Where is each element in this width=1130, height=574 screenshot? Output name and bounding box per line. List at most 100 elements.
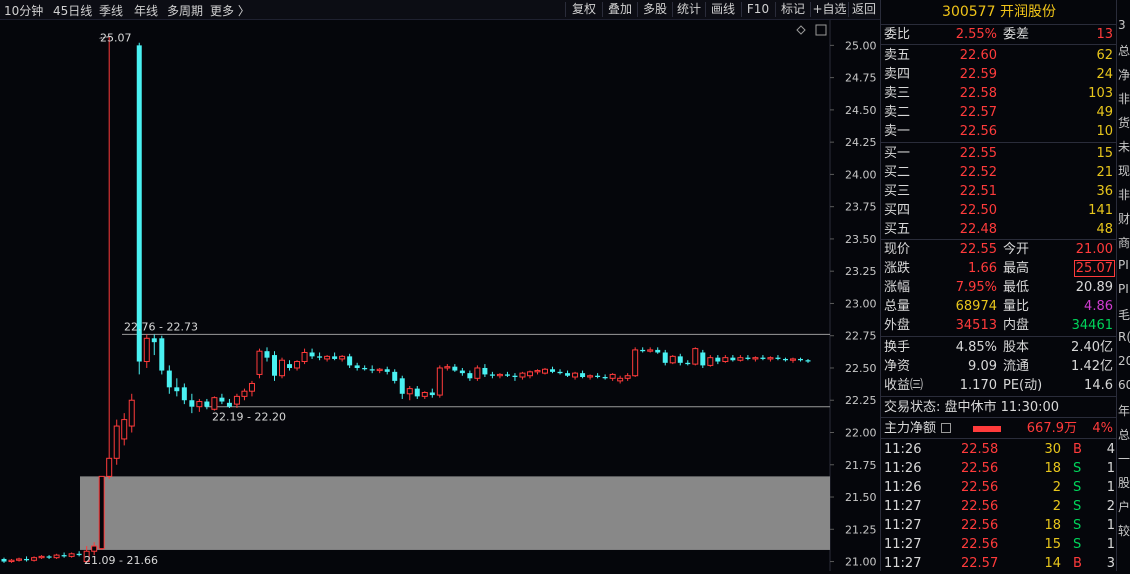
ask-label: 卖三 xyxy=(884,86,911,101)
tick-price: 22.56 xyxy=(961,499,999,514)
candle-up xyxy=(31,557,38,561)
clipped-text: 年 xyxy=(1118,404,1130,418)
candle-down xyxy=(384,369,390,372)
f10-button[interactable]: F10 xyxy=(746,2,770,16)
main-flow-bar xyxy=(973,426,1001,432)
turnover-label: 换手 xyxy=(884,340,911,355)
candle-up xyxy=(692,348,699,365)
stock-title[interactable]: 300577 开润股份 xyxy=(881,0,1117,25)
period-year[interactable]: 年线 xyxy=(134,4,159,18)
tick-side: S xyxy=(1073,499,1082,514)
statistics-button[interactable]: 统计 xyxy=(676,2,701,16)
bid-volume: 21 xyxy=(1096,165,1113,180)
candle-down xyxy=(189,400,195,407)
mark-button[interactable]: 标记 xyxy=(780,2,805,16)
candlestick-chart[interactable]: 25.00 24.75 24.50 24.25 24.00 23.75 23.50 23.25… xyxy=(0,20,880,571)
main-flow-row[interactable]: 主力净额 667.9万 4% xyxy=(881,419,1117,438)
tick-row: 11:27 22.56 15 S 1 xyxy=(881,535,1117,554)
chart-canvas[interactable]: 25.00 24.75 24.50 24.25 24.00 23.75 23.50 23.25… xyxy=(0,20,880,571)
period-45day[interactable]: 45日线 xyxy=(53,4,93,18)
candle-down xyxy=(347,356,353,366)
back-button[interactable]: 返回 xyxy=(851,2,876,16)
candle-down xyxy=(136,45,142,362)
candles xyxy=(1,36,811,563)
period-more[interactable]: 更多 〉 xyxy=(210,4,250,18)
candle-down xyxy=(399,378,405,394)
draw-line-button[interactable]: 画线 xyxy=(710,2,735,16)
bid-label: 买三 xyxy=(884,184,911,199)
candle-up xyxy=(647,349,654,352)
y-tick-label: 22.75 xyxy=(845,330,877,343)
overlay-button[interactable]: 叠加 xyxy=(607,2,632,16)
period-quarter[interactable]: 季线 xyxy=(99,4,124,18)
y-tick-label: 23.75 xyxy=(845,201,877,214)
clipped-text: 股 xyxy=(1118,476,1130,490)
capital-value: 2.40亿 xyxy=(1071,340,1113,355)
candle-up xyxy=(294,361,301,369)
candle-down xyxy=(797,358,803,361)
diamond-icon[interactable] xyxy=(796,25,806,35)
ask-row[interactable]: 卖五 22.60 62 xyxy=(881,46,1117,65)
tick-price: 22.57 xyxy=(961,556,999,571)
pe-value: 14.6 xyxy=(1084,378,1113,393)
ask-label: 卖五 xyxy=(884,48,911,63)
add-watchlist-button[interactable]: +自选 xyxy=(812,2,847,16)
clipped-text: 总 xyxy=(1118,44,1130,58)
change-label: 涨跌 xyxy=(884,261,911,276)
ask-label: 卖四 xyxy=(884,67,911,82)
clipped-text: 财 xyxy=(1118,212,1130,226)
multi-stock-button[interactable]: 多股 xyxy=(642,2,667,16)
bid-label: 买五 xyxy=(884,222,911,237)
period-multi[interactable]: 多周期 xyxy=(167,4,204,18)
clipped-text: 非 xyxy=(1118,188,1130,202)
restore-rights-button[interactable]: 复权 xyxy=(571,2,596,16)
bid-row[interactable]: 买五 22.48 48 xyxy=(881,220,1117,239)
change-pct-label: 涨幅 xyxy=(884,280,911,295)
list-icon[interactable] xyxy=(941,423,951,433)
candle-down xyxy=(580,373,586,378)
ask-row[interactable]: 卖三 22.58 103 xyxy=(881,84,1117,103)
candle-down xyxy=(181,387,187,401)
bid-volume: 48 xyxy=(1096,222,1113,237)
tick-count: 1 xyxy=(1106,537,1115,552)
change-value: 1.66 xyxy=(968,261,997,276)
candle-down xyxy=(512,375,518,378)
bid-row[interactable]: 买三 22.51 36 xyxy=(881,182,1117,201)
ask-row[interactable]: 卖四 22.59 24 xyxy=(881,65,1117,84)
candle-up xyxy=(128,399,135,427)
candle-down xyxy=(775,357,781,359)
y-tick-label: 22.00 xyxy=(845,427,877,440)
candle-up xyxy=(436,367,443,396)
candle-down xyxy=(760,357,766,359)
bid-row[interactable]: 买四 22.50 141 xyxy=(881,201,1117,220)
ask-row[interactable]: 卖二 22.57 49 xyxy=(881,103,1117,122)
volume-value: 68974 xyxy=(955,299,997,314)
tick-count: 1 xyxy=(1106,461,1115,476)
bid-row[interactable]: 买一 22.55 15 xyxy=(881,144,1117,163)
candle-up xyxy=(752,357,759,360)
candle-up xyxy=(789,358,796,361)
candle-up xyxy=(16,558,23,561)
tick-time: 11:26 xyxy=(884,442,922,457)
bid-row[interactable]: 买二 22.52 21 xyxy=(881,163,1117,182)
candle-up xyxy=(324,355,331,360)
tick-count: 1 xyxy=(1106,480,1115,495)
candle-up xyxy=(256,350,263,375)
candle-down xyxy=(264,351,270,358)
stat-row-1: 现价 22.55 今开 21.00 xyxy=(881,240,1117,259)
clipped-text: 未 xyxy=(1118,140,1130,154)
ask-row[interactable]: 卖一 22.56 10 xyxy=(881,122,1117,141)
candle-down xyxy=(467,373,473,379)
candle-down xyxy=(219,397,225,402)
high-annotation-arrow xyxy=(98,35,112,39)
expand-icon[interactable] xyxy=(815,24,827,36)
candle-down xyxy=(24,558,30,561)
ask-price: 22.59 xyxy=(959,67,997,82)
period-10min[interactable]: 10分钟 xyxy=(4,4,44,18)
lower-range-label: 22.19 - 22.20 xyxy=(212,411,286,424)
high-value: 25.07 xyxy=(1073,260,1115,277)
candle-up xyxy=(444,366,451,369)
y-tick-label: 23.25 xyxy=(845,265,877,278)
candle-down xyxy=(204,401,210,407)
